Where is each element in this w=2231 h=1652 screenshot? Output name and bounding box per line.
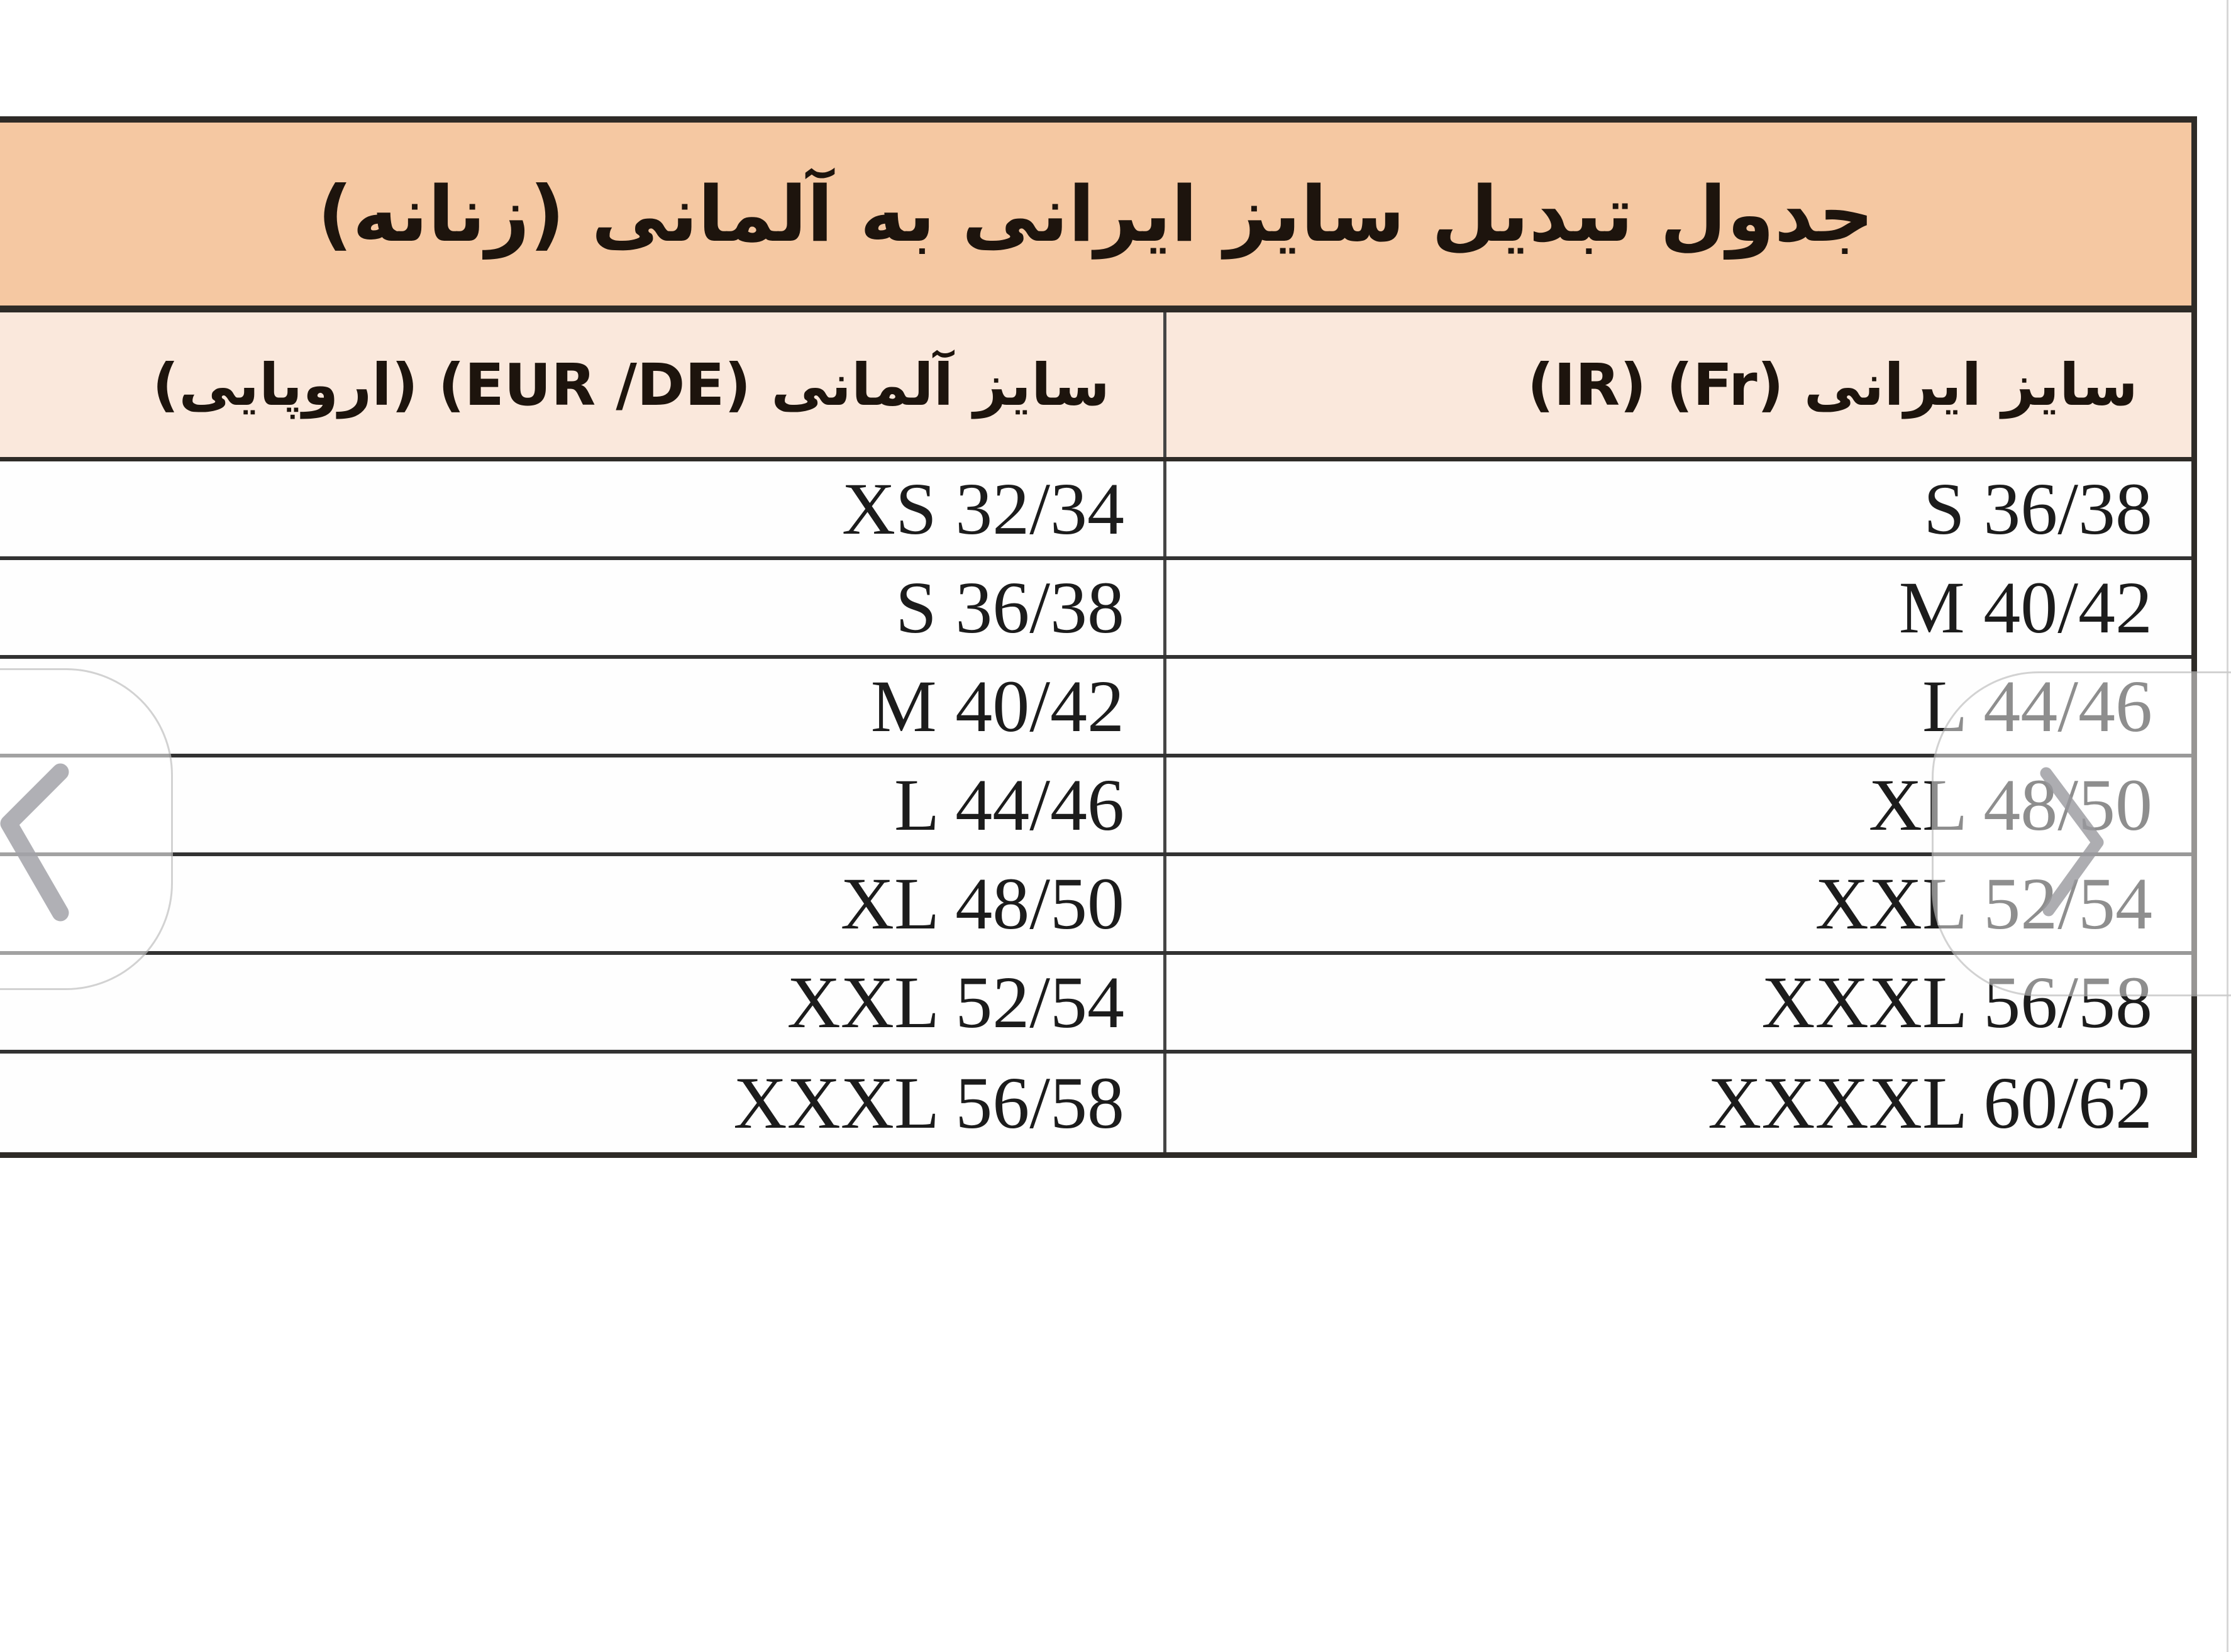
cell-german-size: XXL 52/54	[0, 955, 1163, 1050]
column-divider	[1163, 856, 1166, 951]
column-divider	[1163, 1054, 1166, 1152]
header-label-german-size: سایز آلمانی (EUR /DE) (اروپایی)	[152, 351, 1110, 419]
table-row: XXXL 56/58 XXXXL 60/62	[0, 1054, 2191, 1152]
column-divider	[1163, 312, 1166, 457]
column-divider	[1163, 461, 1166, 556]
table-header-row: سایز آلمانی (EUR /DE) (اروپایی) سایز ایر…	[0, 312, 2191, 461]
carousel-prev-button[interactable]	[0, 668, 173, 990]
cell-german-size: L 44/46	[0, 757, 1163, 852]
german-size-value: L 44/46	[894, 763, 1124, 846]
iranian-size-value: XXXXL 60/62	[1708, 1061, 2152, 1144]
column-divider	[1163, 560, 1166, 655]
page-edge-line	[2227, 0, 2228, 1652]
german-size-value: XL 48/50	[840, 862, 1124, 945]
column-divider	[1163, 757, 1166, 852]
cell-german-size: XXXL 56/58	[0, 1054, 1163, 1152]
cell-german-size: M 40/42	[0, 659, 1163, 754]
cell-german-size: XL 48/50	[0, 856, 1163, 951]
german-size-value: XXL 52/54	[787, 961, 1124, 1044]
cell-iranian-size: XXXXL 60/62	[1166, 1054, 2191, 1152]
cell-iranian-size: M 40/42	[1166, 560, 2191, 655]
table-row: XXL 52/54 XXXL 56/58	[0, 955, 2191, 1054]
table-row: L 44/46 XL 48/50	[0, 757, 2191, 856]
german-size-value: XS 32/34	[841, 467, 1124, 550]
table-row: XL 48/50 XXL 52/54	[0, 856, 2191, 955]
german-size-value: XXXL 56/58	[733, 1061, 1124, 1144]
column-divider	[1163, 955, 1166, 1050]
cell-german-size: S 36/38	[0, 560, 1163, 655]
iranian-size-value: S 36/38	[1924, 467, 2152, 550]
table-title-bar: جدول تبدیل سایز ایرانی به آلمانی (زنانه)	[0, 123, 2191, 312]
german-size-value: S 36/38	[895, 566, 1124, 649]
header-label-iranian-size: سایز ایرانی (Fr) (IR)	[1527, 351, 2138, 419]
cell-iranian-size: S 36/38	[1166, 461, 2191, 556]
column-divider	[1163, 659, 1166, 754]
size-conversion-table: جدول تبدیل سایز ایرانی به آلمانی (زنانه)…	[0, 116, 2197, 1158]
iranian-size-value: M 40/42	[1898, 566, 2152, 649]
header-cell-german-size: سایز آلمانی (EUR /DE) (اروپایی)	[0, 312, 1163, 457]
german-size-value: M 40/42	[870, 664, 1124, 747]
header-cell-iranian-size: سایز ایرانی (Fr) (IR)	[1166, 312, 2191, 457]
table-row: XS 32/34 S 36/38	[0, 461, 2191, 560]
table-body: XS 32/34 S 36/38 S 36/38 M 40/42 M 40/42…	[0, 461, 2191, 1152]
carousel-next-button[interactable]	[1932, 671, 2231, 996]
table-row: M 40/42 L 44/46	[0, 659, 2191, 757]
table-title: جدول تبدیل سایز ایرانی به آلمانی (زنانه)	[317, 169, 1874, 259]
table-row: S 36/38 M 40/42	[0, 560, 2191, 659]
cell-german-size: XS 32/34	[0, 461, 1163, 556]
